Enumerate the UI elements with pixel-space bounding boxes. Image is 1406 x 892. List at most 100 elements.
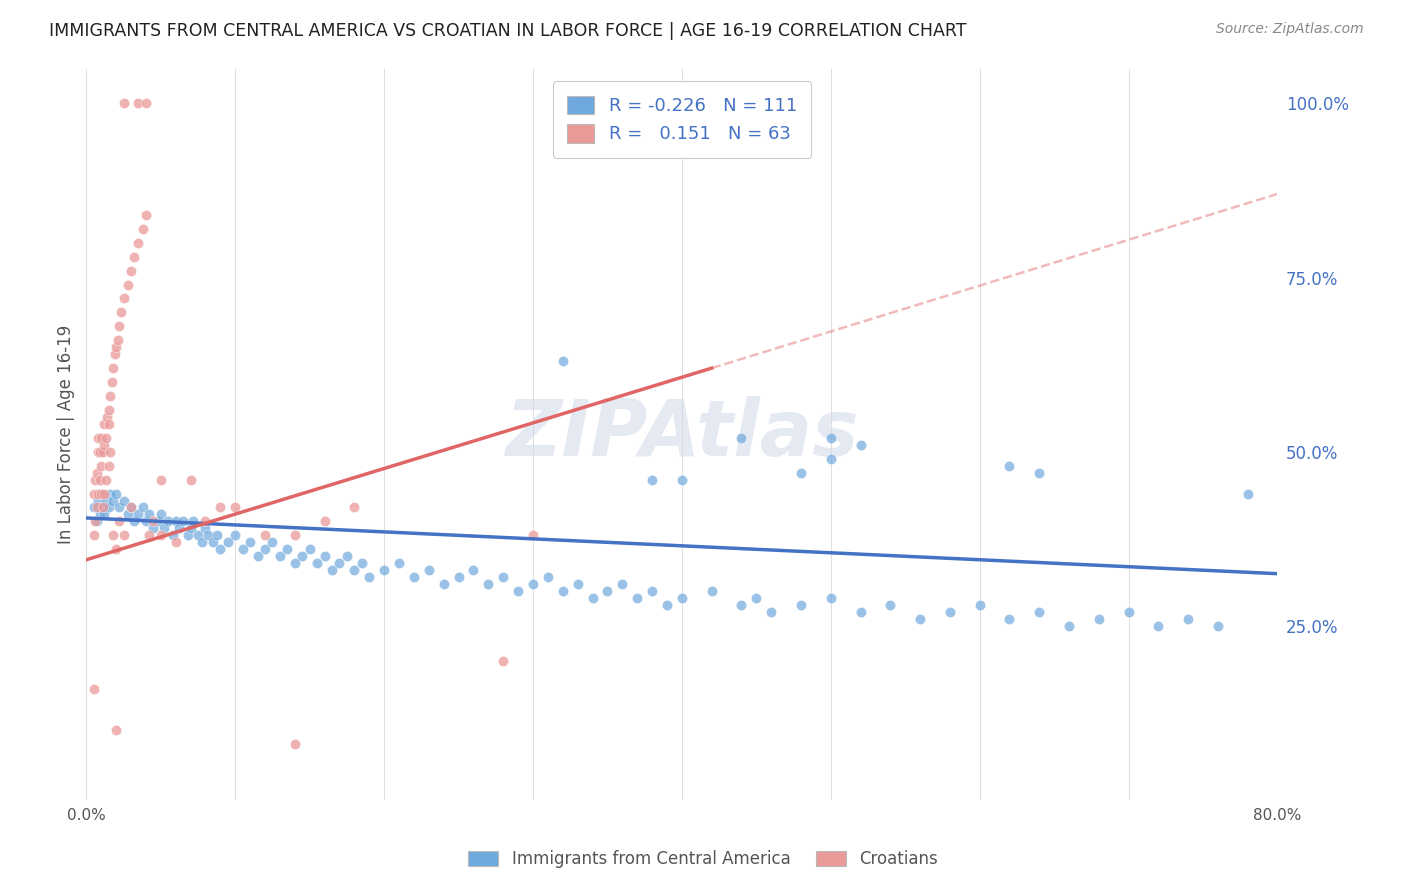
Point (298, 542, 321, 557)
Point (97, 417, 120, 431)
Point (112, 96, 135, 111)
Point (253, 542, 276, 557)
Point (284, 528, 307, 542)
Text: Source: ZipAtlas.com: Source: ZipAtlas.com (1216, 22, 1364, 37)
Point (1088, 612, 1111, 626)
Point (596, 584, 619, 599)
Point (343, 563, 366, 577)
Point (700, 584, 723, 599)
Point (105, 486, 128, 500)
Point (103, 347, 125, 361)
Point (1147, 619, 1170, 633)
Point (120, 500, 142, 515)
Point (90, 486, 112, 500)
Point (87, 493, 110, 508)
Y-axis label: In Labor Force | Age 16-19: In Labor Force | Age 16-19 (58, 325, 75, 544)
Legend: R = -0.226   N = 111, R =   0.151   N = 63: R = -0.226 N = 111, R = 0.151 N = 63 (553, 81, 811, 158)
Point (165, 535, 187, 549)
Point (83, 500, 105, 515)
Point (209, 542, 232, 557)
Point (93, 438, 115, 452)
Point (492, 654, 515, 668)
Point (671, 473, 693, 487)
Point (522, 528, 544, 542)
Point (97, 500, 120, 515)
Point (97, 458, 120, 473)
Text: IMMIGRANTS FROM CENTRAL AMERICA VS CROATIAN IN LABOR FORCE | AGE 16-19 CORRELATI: IMMIGRANTS FROM CENTRAL AMERICA VS CROAT… (49, 22, 967, 40)
Point (224, 528, 246, 542)
Point (790, 598, 813, 612)
Point (112, 292, 135, 306)
Point (187, 528, 209, 542)
Point (307, 556, 329, 570)
Point (94, 431, 117, 445)
Point (83, 486, 105, 500)
Point (998, 458, 1021, 473)
Point (98, 389, 121, 403)
Point (127, 508, 149, 522)
Point (110, 305, 132, 319)
Point (1057, 619, 1080, 633)
Point (201, 535, 224, 549)
Point (89, 508, 111, 522)
Point (180, 473, 202, 487)
Point (1177, 612, 1199, 626)
Point (93, 417, 115, 431)
Point (83, 528, 105, 542)
Point (135, 515, 157, 529)
Point (790, 466, 813, 480)
Point (149, 528, 172, 542)
Point (291, 549, 314, 564)
Point (343, 500, 366, 515)
Point (167, 521, 190, 535)
Point (314, 549, 336, 564)
Point (91, 500, 114, 515)
Point (84, 515, 107, 529)
Point (94, 493, 117, 508)
Point (97, 403, 120, 417)
Point (149, 508, 172, 522)
Point (146, 515, 169, 529)
Point (194, 515, 217, 529)
Point (89, 473, 111, 487)
Point (120, 263, 142, 277)
Point (336, 549, 359, 564)
Point (284, 738, 307, 752)
Point (402, 570, 425, 584)
Point (418, 563, 440, 577)
Point (94, 473, 117, 487)
Point (262, 535, 284, 549)
Point (108, 319, 131, 334)
Point (820, 591, 842, 605)
Point (127, 96, 149, 111)
Point (135, 208, 157, 222)
Point (239, 535, 262, 549)
Point (1028, 466, 1050, 480)
Point (172, 515, 194, 529)
Point (91, 444, 114, 458)
Point (183, 515, 205, 529)
Point (276, 542, 298, 557)
Point (87, 444, 110, 458)
Point (232, 542, 254, 557)
Point (107, 333, 129, 347)
Point (89, 444, 111, 458)
Point (83, 681, 105, 696)
Point (207, 528, 229, 542)
Point (93, 508, 115, 522)
Point (581, 591, 603, 605)
Point (176, 528, 198, 542)
Point (373, 563, 395, 577)
Point (641, 584, 664, 599)
Point (551, 584, 574, 599)
Point (149, 473, 172, 487)
Point (98, 486, 121, 500)
Point (998, 612, 1021, 626)
Point (108, 515, 131, 529)
Point (626, 591, 648, 605)
Point (87, 431, 110, 445)
Point (388, 556, 411, 570)
Point (142, 515, 165, 529)
Point (180, 521, 202, 535)
Point (314, 515, 336, 529)
